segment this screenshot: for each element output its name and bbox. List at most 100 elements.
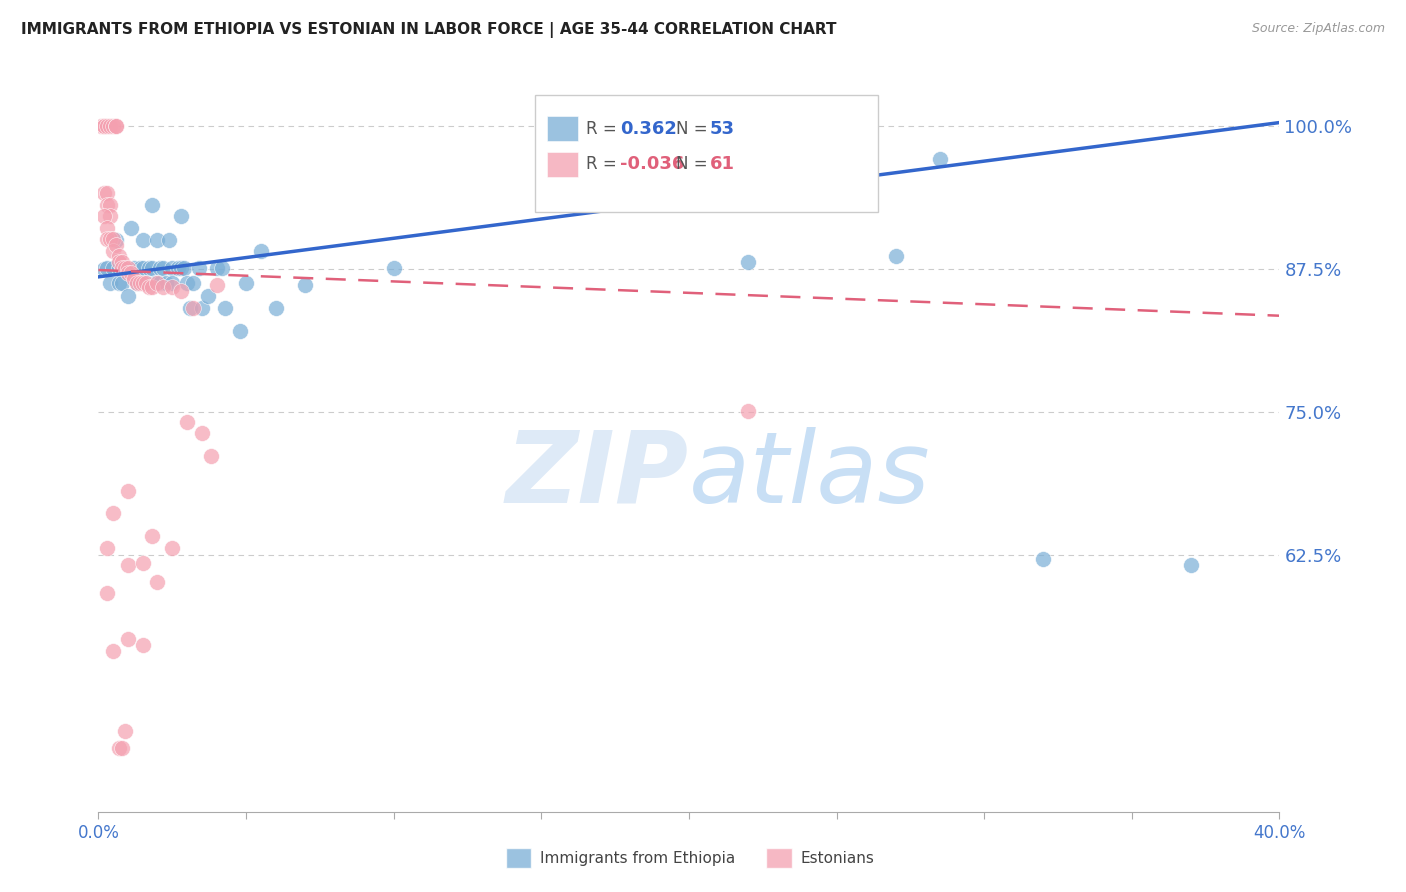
- Point: [132, 233, 155, 247]
- Text: N =: N =: [676, 155, 713, 173]
- Point: [737, 255, 759, 269]
- Point: [96, 119, 118, 133]
- Point: [152, 260, 174, 275]
- Point: [93, 186, 115, 201]
- Point: [1032, 552, 1054, 566]
- Point: [132, 260, 155, 275]
- Text: Estonians: Estonians: [800, 851, 875, 865]
- Point: [103, 260, 125, 275]
- Text: 0.362: 0.362: [620, 120, 676, 137]
- Point: [138, 260, 160, 275]
- Point: [884, 249, 907, 263]
- Point: [187, 260, 209, 275]
- Point: [108, 276, 131, 290]
- Point: [146, 574, 169, 589]
- Point: [135, 276, 157, 290]
- Text: N =: N =: [676, 120, 713, 137]
- Text: IMMIGRANTS FROM ETHIOPIA VS ESTONIAN IN LABOR FORCE | AGE 35-44 CORRELATION CHAR: IMMIGRANTS FROM ETHIOPIA VS ESTONIAN IN …: [21, 22, 837, 38]
- Point: [108, 255, 131, 269]
- Point: [114, 260, 136, 275]
- Text: ZIP: ZIP: [506, 426, 689, 524]
- Text: Source: ZipAtlas.com: Source: ZipAtlas.com: [1251, 22, 1385, 36]
- Point: [170, 209, 193, 223]
- Point: [205, 277, 228, 292]
- Point: [132, 556, 155, 570]
- Point: [93, 261, 115, 276]
- Point: [162, 260, 183, 275]
- Point: [179, 301, 201, 315]
- Point: [93, 119, 115, 133]
- Point: [200, 450, 222, 464]
- Point: [105, 233, 128, 247]
- Point: [214, 301, 236, 315]
- Point: [117, 483, 139, 498]
- Point: [132, 638, 155, 652]
- Point: [117, 632, 139, 647]
- Point: [146, 276, 169, 290]
- Point: [117, 267, 139, 281]
- Point: [93, 209, 115, 223]
- Point: [162, 276, 183, 290]
- Point: [264, 301, 287, 315]
- Point: [205, 260, 228, 275]
- Point: [162, 280, 183, 294]
- Point: [141, 280, 163, 294]
- Point: [93, 119, 115, 133]
- Point: [105, 119, 128, 133]
- Text: R =: R =: [586, 155, 621, 173]
- Point: [122, 272, 145, 286]
- Point: [105, 237, 128, 252]
- Point: [155, 276, 177, 290]
- Point: [98, 209, 121, 223]
- Point: [149, 260, 172, 275]
- Point: [162, 541, 183, 555]
- Point: [737, 403, 759, 417]
- Point: [96, 186, 118, 201]
- Point: [96, 232, 118, 246]
- Point: [103, 244, 125, 258]
- Point: [197, 289, 219, 303]
- Point: [103, 507, 125, 521]
- Point: [103, 643, 125, 657]
- Point: [170, 284, 193, 298]
- Point: [125, 276, 148, 290]
- Point: [111, 255, 134, 269]
- Point: [294, 277, 316, 292]
- Point: [117, 558, 139, 572]
- Point: [173, 260, 195, 275]
- Point: [122, 260, 145, 275]
- Point: [98, 276, 121, 290]
- Point: [111, 276, 134, 290]
- Text: Immigrants from Ethiopia: Immigrants from Ethiopia: [540, 851, 735, 865]
- Point: [120, 220, 142, 235]
- Point: [181, 301, 204, 315]
- Point: [167, 260, 190, 275]
- Point: [250, 244, 273, 258]
- Point: [229, 324, 252, 338]
- Point: [149, 276, 172, 290]
- Point: [157, 233, 180, 247]
- Point: [98, 232, 121, 246]
- Point: [114, 723, 136, 738]
- Point: [146, 233, 169, 247]
- Point: [96, 586, 118, 600]
- Point: [125, 276, 148, 290]
- Point: [120, 267, 142, 281]
- Point: [141, 260, 163, 275]
- Point: [141, 529, 163, 543]
- Point: [98, 119, 121, 133]
- Point: [108, 740, 131, 755]
- Point: [98, 198, 121, 212]
- Text: atlas: atlas: [689, 426, 931, 524]
- Point: [138, 280, 160, 294]
- Text: R =: R =: [586, 120, 621, 137]
- Point: [235, 276, 257, 290]
- Point: [132, 276, 155, 290]
- Point: [90, 119, 112, 133]
- Point: [191, 426, 214, 441]
- Point: [96, 198, 118, 212]
- Point: [141, 198, 163, 212]
- Point: [176, 276, 198, 290]
- Point: [96, 220, 118, 235]
- Point: [105, 119, 128, 133]
